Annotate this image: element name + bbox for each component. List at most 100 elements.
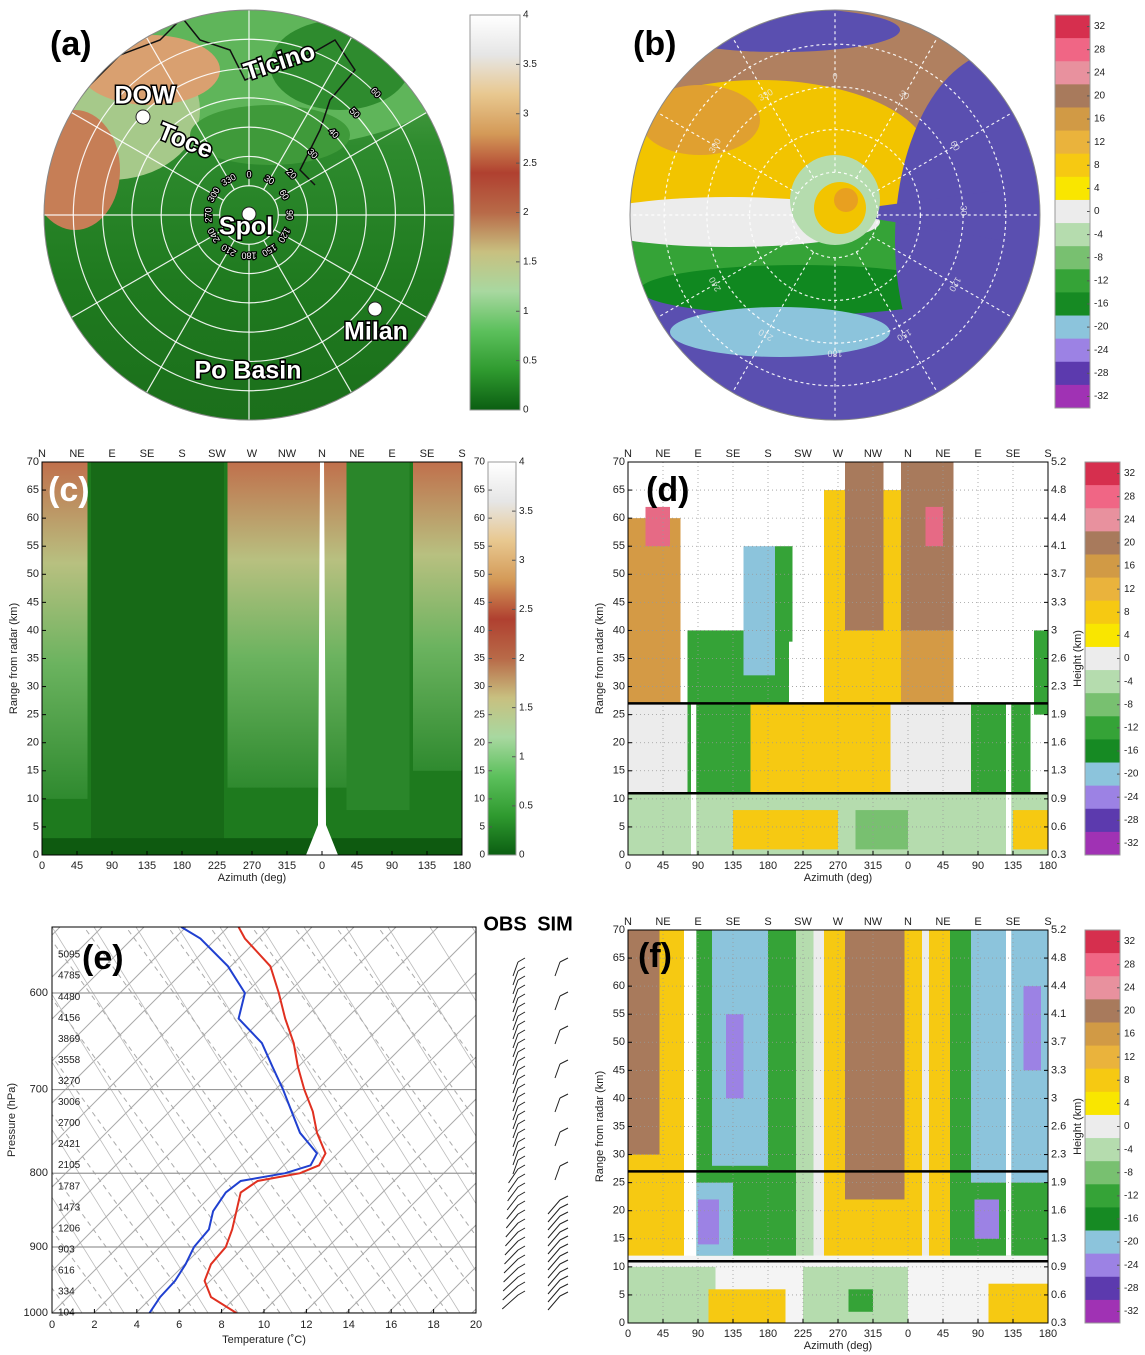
- compass-label: N: [624, 448, 632, 460]
- colorbar-tick-label: -28: [1124, 815, 1139, 826]
- wind-barb: [547, 1291, 569, 1311]
- range-label: 30: [958, 205, 968, 215]
- colorbar-tick-label: 12: [1124, 584, 1136, 595]
- field-shape: [733, 810, 838, 850]
- mixing-line: [261, 927, 476, 1272]
- wind-barb: [506, 1200, 526, 1220]
- wind-barb: [512, 1146, 526, 1166]
- wind-barb: [547, 1203, 569, 1223]
- radial-line: [274, 229, 427, 319]
- y2-tick-label: 1.3: [1051, 765, 1066, 777]
- y-tick-label: 600: [30, 987, 48, 999]
- field-shape: [1023, 986, 1041, 1071]
- colorbar-tick-label: -16: [1124, 746, 1139, 757]
- colorbar-bin: [1085, 1276, 1120, 1301]
- colorbar-bin: [1085, 508, 1120, 532]
- compass-label: E: [974, 916, 981, 928]
- compass-label: SE: [726, 916, 741, 928]
- wind-barb: [502, 1281, 526, 1301]
- x-tick-label: 0: [625, 860, 631, 872]
- height-label: 1206: [58, 1223, 81, 1234]
- colorbar-bin: [1055, 338, 1090, 363]
- height-label: 3270: [58, 1076, 81, 1087]
- x-tick-label: 45: [937, 860, 949, 872]
- compass-label: W: [833, 916, 844, 928]
- compass-label: SW: [794, 916, 812, 928]
- x-tick-label: 135: [724, 1328, 742, 1340]
- compass-label: W: [833, 448, 844, 460]
- field-shape: [628, 518, 681, 704]
- colorbar-bin: [1085, 623, 1120, 648]
- radial-line: [71, 111, 224, 201]
- mixing-line: [52, 1061, 209, 1313]
- wind-barb: [547, 1275, 569, 1295]
- colorbar-tick-label: 20: [1094, 91, 1106, 102]
- y2-tick-label: 1.9: [1051, 709, 1066, 721]
- colorbar-tick-label: -16: [1124, 1214, 1139, 1225]
- y-tick-label: 50: [613, 1036, 625, 1048]
- wind-barb: [512, 984, 526, 1004]
- panel-label: (b): [633, 25, 676, 63]
- radial-line: [274, 111, 427, 201]
- y2-tick-label: 0.6: [1051, 821, 1066, 833]
- x-tick-label: 225: [794, 1328, 812, 1340]
- y2-tick-label: 3: [1051, 1092, 1057, 1104]
- height-label: 3006: [58, 1097, 81, 1108]
- compass-label: NE: [69, 448, 84, 460]
- polar-frame: [629, 9, 1041, 421]
- height-label: 3869: [58, 1034, 81, 1045]
- x-tick-label: 315: [278, 860, 296, 872]
- colorbar-tick-label: -32: [1124, 1306, 1139, 1317]
- y2-tick-label: 5.2: [1051, 456, 1066, 468]
- mixing-line: [93, 927, 335, 1313]
- height-label: 616: [58, 1266, 75, 1277]
- field-shape: [988, 1283, 1048, 1323]
- annotation: Spol: [219, 213, 273, 241]
- compass-label: E: [974, 448, 981, 460]
- adiabat: [83, 927, 365, 1313]
- radial-line: [71, 229, 224, 319]
- height-label: 5095: [58, 950, 81, 961]
- azimuth-label: 180: [241, 251, 256, 261]
- y2-tick-label: 4.8: [1051, 952, 1066, 964]
- colorbar-bin: [1085, 1138, 1120, 1162]
- field-shape: [640, 265, 960, 315]
- x-tick-label: 12: [300, 1319, 312, 1331]
- azimuth-label: 0: [246, 169, 251, 179]
- adiabat: [125, 927, 407, 1313]
- y-tick-label: 70: [613, 456, 625, 468]
- colorbar-tick-label: 3.5: [523, 59, 537, 70]
- field-shape: [796, 930, 814, 1256]
- y-tick-label: 15: [613, 1233, 625, 1245]
- x-tick-label: 225: [208, 860, 226, 872]
- y2-tick-label: 2.6: [1051, 1120, 1066, 1132]
- isotherm: [52, 927, 187, 1062]
- wind-barb: [506, 1191, 526, 1211]
- mixing-line: [387, 927, 476, 1070]
- y-tick-label: 45: [27, 596, 39, 608]
- colorbar-bin: [1085, 670, 1120, 694]
- isotherm: [387, 1224, 476, 1313]
- polar-field: [630, 10, 1040, 420]
- x-tick-label: 135: [724, 860, 742, 872]
- field-shape: [640, 85, 760, 155]
- colorbar-range-label: 25: [474, 709, 486, 720]
- colorbar-tick-label: -16: [1094, 299, 1109, 310]
- y2-tick-label: 1.3: [1051, 1233, 1066, 1245]
- x-tick-label: 45: [351, 860, 363, 872]
- isotherm: [135, 972, 476, 1313]
- colorbar-tick-label: 32: [1124, 468, 1136, 479]
- wind-barb: [512, 1038, 526, 1058]
- x-tick-label: 45: [657, 1328, 669, 1340]
- colorbar-tick-label: 1: [523, 306, 529, 317]
- colorbar-tick-label: 16: [1094, 114, 1106, 125]
- colorbar-tick-label: 12: [1094, 137, 1106, 148]
- y-axis-label: Range from radar (km): [8, 603, 20, 714]
- colorbar-bin: [1085, 485, 1120, 509]
- y-tick-label: 900: [30, 1241, 48, 1253]
- wind-barb: [505, 1209, 526, 1229]
- colorbar-bin: [1055, 153, 1090, 178]
- adiabat: [52, 1113, 197, 1313]
- adiabat: [209, 927, 476, 1295]
- field-shape: [698, 1199, 719, 1245]
